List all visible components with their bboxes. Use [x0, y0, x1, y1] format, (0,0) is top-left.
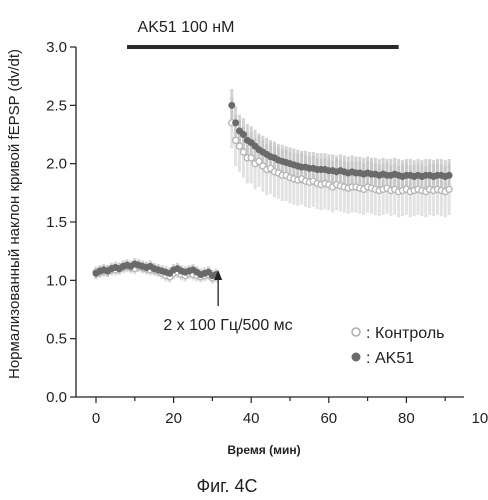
data-point: [445, 185, 453, 194]
drug-bar-group: AK51 100 нМ: [127, 19, 399, 49]
legend-colon-control: :: [366, 325, 370, 342]
x-tick-label: 0: [92, 410, 100, 427]
series-ak51: [92, 101, 453, 280]
data-point: [247, 154, 255, 162]
y-tick-label: 0.5: [46, 331, 67, 348]
legend-label-ak51: AK51: [375, 350, 414, 367]
data-point: [239, 148, 248, 156]
y-tick-label: 2.5: [46, 97, 67, 114]
y-tick-label: 1.5: [46, 214, 67, 231]
x-tick-label: 100: [471, 410, 488, 427]
data-point: [239, 131, 247, 139]
stimulus-label: 2 x 100 Гц/500 мс: [163, 317, 292, 334]
legend: : Контроль : AK51: [351, 325, 445, 367]
x-tick-label: 60: [320, 410, 337, 427]
y-tick-label: 0.0: [46, 389, 67, 406]
plot-area: [92, 89, 453, 284]
data-point: [228, 101, 236, 109]
legend-colon-ak51: :: [366, 350, 370, 367]
x-tick-label: 40: [243, 410, 260, 427]
legend-item-control: : Контроль: [351, 325, 445, 342]
x-tick-label: 20: [165, 410, 182, 427]
data-point: [255, 157, 263, 166]
x-axis-title: Время (мин): [227, 443, 300, 457]
data-point: [445, 171, 453, 179]
stimulus-annotation: 2 x 100 Гц/500 мс: [163, 270, 293, 334]
legend-label-control: Контроль: [375, 325, 445, 342]
x-tick-label: 80: [398, 410, 415, 427]
y-tick-label: 1.0: [46, 272, 67, 289]
y-tick-label: 3.0: [46, 39, 67, 56]
data-point: [235, 142, 244, 150]
series-layer: [92, 101, 453, 282]
drug-bar-label: AK51 100 нМ: [138, 19, 235, 36]
axes: 0 20 40 60 80 100 0.0 0.5 1.0 1.5 2.0 2.5 3.0: [46, 39, 488, 427]
data-point: [231, 136, 240, 145]
data-point: [232, 119, 240, 127]
x-ticks: 0 20 40 60 80 100: [92, 397, 488, 427]
y-tick-label: 2.0: [46, 156, 67, 173]
legend-item-ak51: : AK51: [351, 350, 414, 367]
figure-caption: Фиг. 4C: [196, 476, 257, 496]
stimulus-arrow-head: [214, 270, 223, 280]
y-axis-title: Нормализованный наклон кривой fEPSP (dv/…: [6, 49, 23, 379]
legend-marker-control: [351, 327, 361, 337]
legend-marker-ak51: [351, 352, 361, 362]
y-ticks: 0.0 0.5 1.0 1.5 2.0 2.5 3.0: [46, 39, 76, 406]
